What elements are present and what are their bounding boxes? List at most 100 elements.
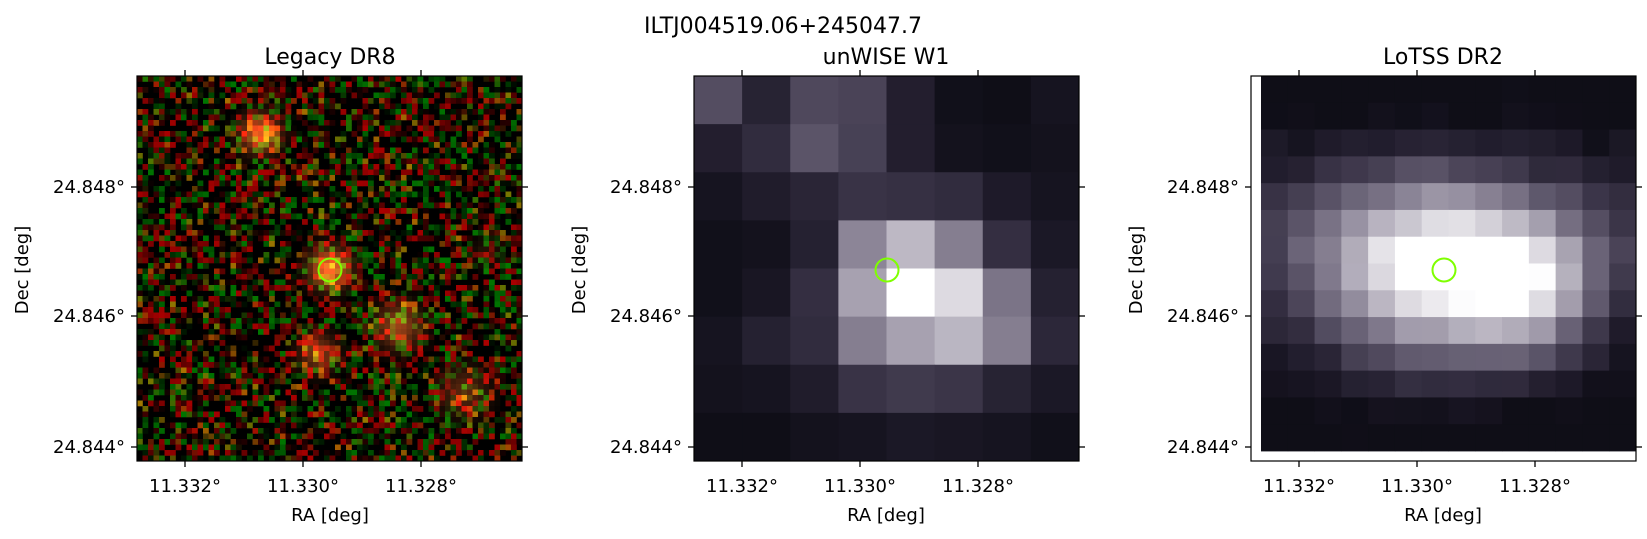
image-pixel [1609, 397, 1637, 425]
image-pixel [445, 422, 451, 429]
image-pixel [258, 164, 264, 170]
image-pixel [351, 235, 358, 242]
image-pixel [170, 450, 176, 456]
image-pixel [186, 197, 193, 203]
image-pixel [417, 147, 424, 154]
image-pixel [181, 367, 187, 374]
image-pixel [390, 153, 396, 159]
image-pixel [379, 301, 385, 308]
image-pixel [137, 268, 143, 275]
image-pixel [417, 290, 424, 297]
image-pixel [170, 389, 176, 396]
image-pixel [203, 98, 209, 104]
image-pixel [516, 373, 523, 379]
image-pixel [434, 136, 440, 143]
image-pixel [384, 455, 391, 462]
image-pixel [456, 81, 462, 88]
image-pixel [494, 136, 501, 143]
image-pixel [307, 235, 314, 242]
image-pixel [214, 323, 220, 330]
image-pixel [247, 191, 253, 198]
image-pixel [1314, 183, 1342, 211]
image-pixel [148, 318, 154, 324]
image-pixel [500, 428, 506, 434]
image-pixel [247, 125, 253, 132]
image-pixel [335, 76, 341, 82]
image-pixel [423, 98, 429, 104]
image-pixel [241, 202, 248, 209]
image-pixel [417, 340, 424, 346]
image-pixel [142, 230, 149, 236]
image-pixel [324, 81, 330, 88]
image-pixel [395, 268, 402, 275]
image-pixel [417, 81, 424, 88]
image-pixel [357, 180, 363, 187]
image-pixel [351, 147, 358, 154]
image-pixel [230, 131, 237, 137]
image-pixel [230, 164, 237, 170]
image-pixel [362, 411, 369, 418]
image-pixel [483, 411, 490, 418]
image-pixel [302, 92, 308, 99]
image-pixel [296, 279, 303, 286]
image-pixel [236, 180, 242, 187]
image-pixel [318, 312, 325, 319]
image-pixel [159, 120, 165, 126]
image-pixel [439, 103, 446, 110]
image-pixel [236, 131, 242, 137]
image-pixel [302, 285, 308, 291]
image-pixel [252, 340, 259, 346]
image-pixel [285, 158, 292, 165]
image-pixel [274, 422, 281, 429]
image-pixel [434, 186, 440, 192]
image-pixel [197, 450, 204, 456]
image-pixel [450, 208, 457, 214]
image-pixel [412, 136, 418, 143]
image-pixel [318, 296, 325, 302]
image-pixel [1609, 236, 1637, 264]
image-pixel [208, 114, 215, 121]
image-pixel [461, 109, 468, 115]
image-pixel [302, 98, 308, 104]
image-pixel [1261, 263, 1289, 291]
image-pixel [516, 411, 523, 418]
image-pixel [483, 417, 490, 423]
image-pixel [428, 158, 435, 165]
image-pixel [450, 125, 457, 132]
image-pixel [1341, 156, 1369, 184]
image-pixel [478, 120, 484, 126]
image-pixel [335, 241, 341, 247]
image-pixel [1368, 209, 1396, 238]
image-pixel [395, 455, 402, 462]
image-pixel [423, 439, 429, 445]
image-pixel [390, 252, 396, 258]
image-pixel [357, 257, 363, 264]
image-pixel [384, 395, 391, 401]
image-pixel [838, 364, 888, 414]
image-pixel [340, 180, 347, 187]
image-pixel [511, 230, 517, 236]
image-pixel [137, 131, 143, 137]
image-pixel [390, 450, 396, 456]
image-pixel [461, 147, 468, 154]
image-pixel [379, 312, 385, 319]
image-pixel [269, 235, 275, 242]
image-pixel [313, 120, 319, 126]
image-pixel [417, 263, 424, 269]
image-pixel [208, 186, 215, 192]
image-pixel [445, 202, 451, 209]
image-pixel [170, 323, 176, 330]
image-pixel [313, 109, 319, 115]
image-pixel [137, 202, 143, 209]
image-pixel [445, 340, 451, 346]
image-pixel [186, 312, 193, 319]
image-pixel [340, 235, 347, 242]
image-pixel [456, 246, 462, 253]
image-pixel [412, 98, 418, 104]
image-pixel [247, 202, 253, 209]
image-pixel [982, 412, 1032, 462]
image-pixel [346, 417, 352, 423]
image-pixel [362, 395, 369, 401]
image-pixel [472, 384, 479, 390]
image-pixel [159, 296, 165, 302]
